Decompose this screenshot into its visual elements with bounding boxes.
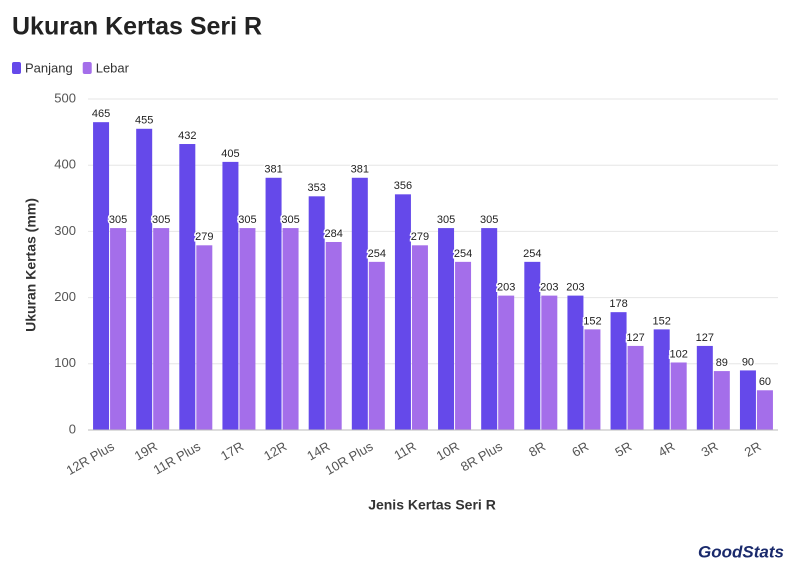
x-tick-label: 5R: [612, 439, 634, 460]
value-label: 178: [609, 298, 627, 310]
legend-swatch: [82, 62, 92, 74]
bar: [653, 329, 670, 430]
bar: [394, 194, 411, 430]
value-label: 432: [178, 130, 196, 142]
bar: [567, 295, 584, 430]
x-tick-label: 14R: [304, 439, 332, 464]
legend-label: Lebar: [96, 60, 130, 75]
x-tick-label: 11R Plus: [151, 438, 204, 477]
x-tick-label: 10R Plus: [322, 438, 376, 478]
value-label: 127: [696, 332, 714, 344]
value-label: 284: [325, 228, 343, 240]
value-label: 353: [308, 182, 326, 194]
chart-title: Ukuran Kertas Seri R: [12, 13, 262, 41]
bar: [239, 228, 256, 430]
value-label: 254: [454, 248, 472, 260]
bar: [584, 329, 601, 430]
value-label: 305: [109, 214, 127, 226]
bar: [627, 345, 644, 430]
y-tick-label: 400: [54, 157, 76, 172]
y-tick-label: 300: [54, 223, 76, 238]
value-label: 90: [742, 356, 754, 368]
value-label: 127: [626, 332, 644, 344]
bar: [524, 261, 541, 430]
x-tick-label: 3R: [699, 439, 721, 460]
bar: [368, 261, 385, 430]
value-label: 381: [264, 164, 282, 176]
y-tick-label: 500: [54, 90, 76, 105]
x-tick-label: 8R Plus: [458, 438, 505, 474]
value-label: 305: [238, 214, 256, 226]
bar: [282, 228, 299, 430]
value-label: 279: [195, 231, 213, 243]
bar: [498, 295, 515, 430]
value-label: 152: [653, 315, 671, 327]
bar: [93, 122, 110, 431]
bar: [265, 177, 282, 430]
y-tick-label: 100: [54, 355, 76, 370]
value-label: 203: [540, 282, 558, 294]
value-label: 305: [152, 214, 170, 226]
value-label: 89: [716, 357, 728, 369]
x-tick-label: 12R: [261, 439, 289, 464]
bar: [308, 196, 325, 430]
value-label: 60: [759, 376, 771, 388]
bar: [481, 228, 498, 430]
bar: [610, 312, 627, 430]
value-label: 405: [221, 148, 239, 160]
bar: [351, 177, 368, 430]
x-tick-label: 10R: [434, 439, 462, 464]
value-label: 203: [497, 282, 515, 294]
x-tick-label: 17R: [218, 439, 246, 464]
x-tick-label: 6R: [569, 439, 591, 460]
brand-logo: GoodStats: [698, 542, 784, 561]
value-label: 279: [411, 231, 429, 243]
bar: [739, 370, 756, 430]
value-label: 152: [583, 315, 601, 327]
value-label: 356: [394, 180, 412, 192]
value-label: 381: [351, 164, 369, 176]
bar: [541, 295, 558, 430]
x-tick-label: 2R: [742, 439, 764, 460]
bar: [438, 228, 455, 430]
legend-label: Panjang: [25, 60, 73, 75]
y-axis-title: Ukuran Kertas (mm): [23, 198, 39, 332]
bar: [756, 390, 773, 430]
bar: [136, 128, 153, 431]
x-tick-label: 4R: [656, 439, 678, 460]
bar: [325, 241, 342, 430]
x-tick-label: 8R: [526, 439, 548, 460]
x-tick-label: 11R: [391, 439, 418, 463]
bar: [196, 245, 213, 430]
value-label: 203: [566, 282, 584, 294]
bar: [670, 362, 687, 430]
x-tick-label: 12R Plus: [64, 438, 118, 478]
value-label: 305: [281, 214, 299, 226]
bar: [153, 228, 170, 430]
bar: [455, 261, 472, 430]
bar: [411, 245, 428, 430]
bar: [110, 228, 127, 430]
bar: [179, 144, 196, 431]
value-label: 254: [368, 248, 386, 260]
bar: [222, 161, 239, 430]
value-label: 305: [480, 214, 498, 226]
value-label: 102: [670, 348, 688, 360]
value-label: 455: [135, 115, 153, 127]
y-tick-label: 0: [69, 421, 76, 436]
value-label: 305: [437, 214, 455, 226]
value-label: 465: [92, 108, 110, 120]
x-tick-label: 19R: [132, 439, 160, 464]
y-tick-label: 200: [54, 289, 76, 304]
x-axis-title: Jenis Kertas Seri R: [368, 497, 496, 513]
bar: [713, 371, 730, 430]
legend-swatch: [12, 62, 21, 74]
bar: [696, 345, 713, 430]
value-label: 254: [523, 248, 541, 260]
